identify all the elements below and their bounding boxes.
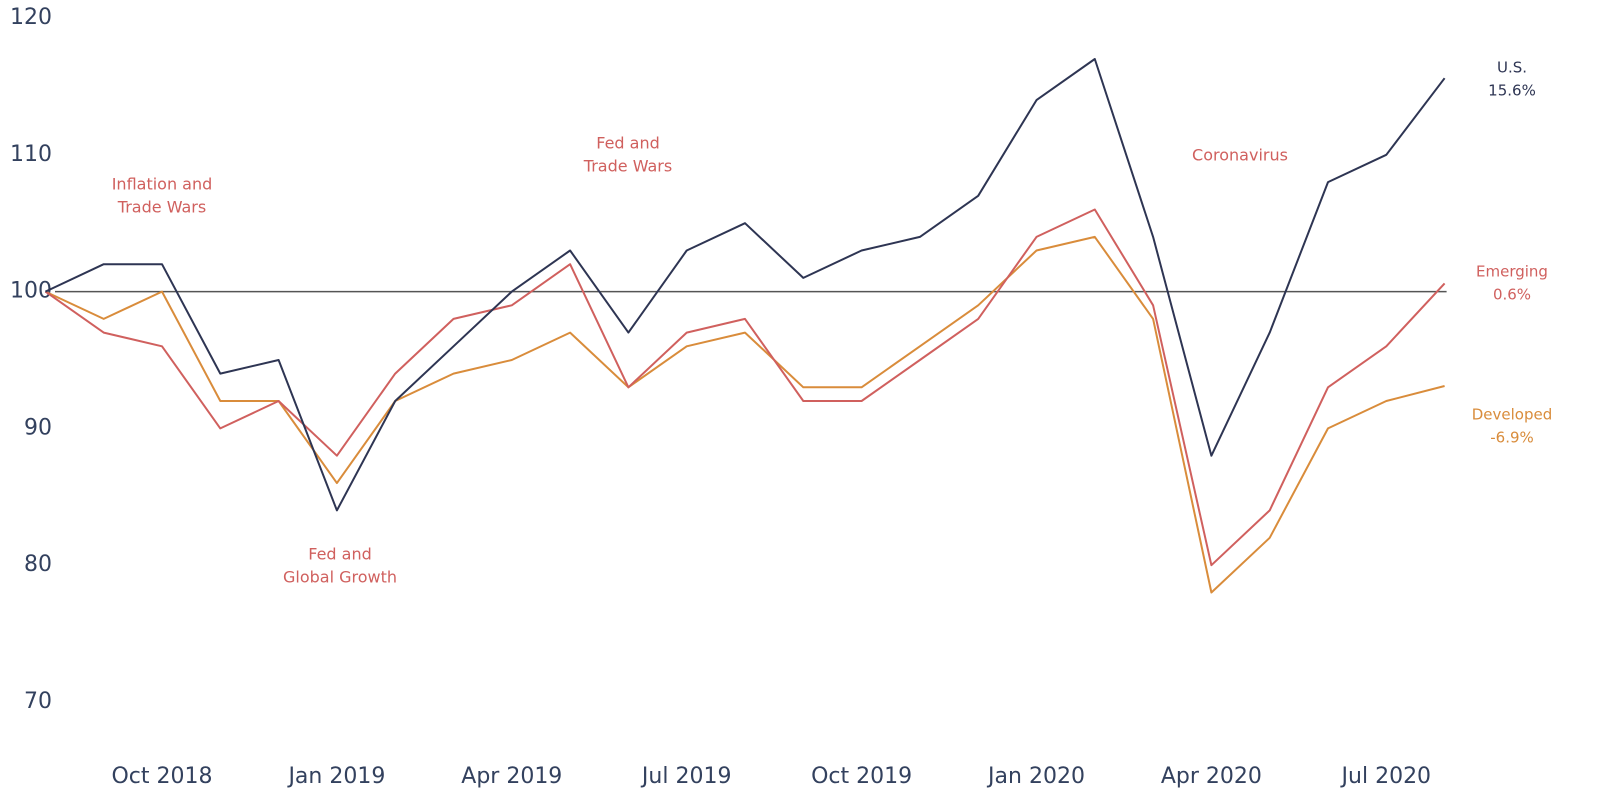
x-tick-label: Jul 2020 — [1340, 764, 1432, 789]
annotation: Fed and — [308, 545, 372, 564]
y-tick-label: 110 — [10, 142, 52, 167]
series-line — [44, 58, 1446, 512]
y-tick-label: 90 — [24, 415, 52, 440]
x-tick-label: Oct 2019 — [811, 764, 912, 789]
end-change-label: 0.6% — [1493, 286, 1531, 304]
x-tick-label: Apr 2020 — [1161, 764, 1262, 789]
annotation: Trade Wars — [117, 198, 206, 217]
x-tick-label: Oct 2018 — [111, 764, 212, 789]
x-tick-label: Jan 2019 — [286, 764, 385, 789]
y-tick-label: 80 — [24, 552, 52, 577]
y-tick-label: 100 — [10, 279, 52, 304]
series-line — [44, 235, 1445, 594]
end-change-label: -6.9% — [1490, 429, 1534, 447]
legend-label: Emerging — [1476, 263, 1548, 281]
end-change-label: 15.6% — [1488, 82, 1536, 100]
y-tick-label: 70 — [24, 689, 52, 714]
annotation: Inflation and — [112, 175, 213, 194]
annotation: Fed and — [596, 134, 660, 153]
legend-label: U.S. — [1497, 59, 1527, 77]
y-tick-label: 120 — [10, 5, 52, 30]
x-tick-label: Apr 2019 — [461, 764, 562, 789]
series-line — [44, 208, 1446, 567]
legend-label: Developed — [1472, 406, 1553, 424]
annotation: Coronavirus — [1192, 146, 1288, 165]
annotation: Global Growth — [283, 568, 397, 587]
annotation: Trade Wars — [583, 157, 672, 176]
x-tick-label: Jul 2019 — [640, 764, 732, 789]
x-tick-label: Jan 2020 — [986, 764, 1085, 789]
